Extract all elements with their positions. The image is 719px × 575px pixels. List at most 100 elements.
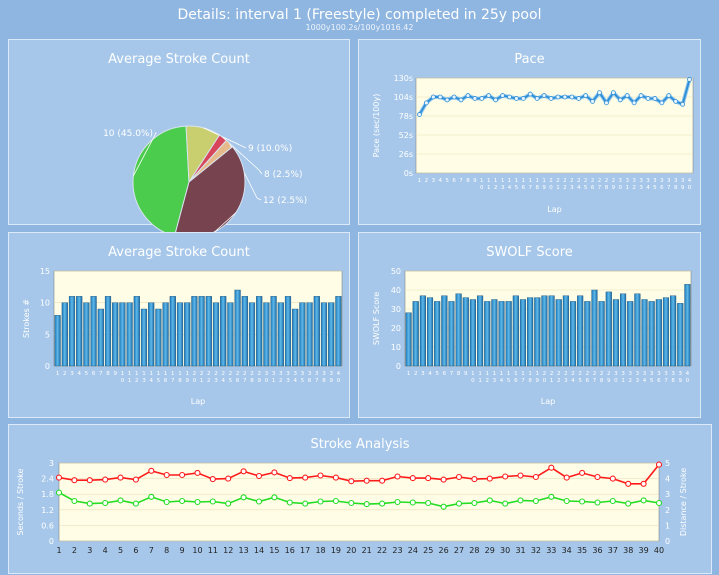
bar bbox=[670, 295, 677, 367]
series-point bbox=[348, 478, 355, 485]
y-tick-label: 10 bbox=[40, 299, 50, 308]
pace-point bbox=[527, 91, 533, 97]
x-tick-label: 4 bbox=[221, 378, 225, 384]
pace-point bbox=[659, 100, 665, 106]
strokes-title: Average Stroke Count bbox=[108, 245, 250, 260]
series-point bbox=[655, 499, 663, 507]
x-tick-label: 2 bbox=[221, 371, 225, 377]
bar bbox=[541, 295, 548, 367]
pie-slice-label: 8 (2.5%) bbox=[264, 170, 302, 180]
pace-point bbox=[555, 94, 561, 100]
x-tick-label: 3 bbox=[265, 371, 269, 377]
x-tick-label: 2 bbox=[557, 371, 561, 377]
x-tick-label: 14 bbox=[254, 546, 264, 555]
x-tick-label: 4 bbox=[646, 185, 650, 191]
x-tick-label: 29 bbox=[485, 546, 495, 555]
x-tick-label: 12 bbox=[223, 546, 233, 555]
bar bbox=[83, 302, 90, 367]
x-tick-label: 6 bbox=[164, 378, 168, 384]
series-point bbox=[332, 497, 339, 505]
series-point bbox=[317, 498, 324, 505]
x-tick-label: 0 bbox=[121, 378, 125, 384]
series-point bbox=[425, 475, 432, 482]
bar bbox=[248, 302, 256, 367]
series-point bbox=[255, 472, 263, 480]
x-tick-label: 3 bbox=[315, 371, 319, 377]
series-point bbox=[563, 497, 570, 505]
series-point bbox=[517, 497, 524, 504]
bar bbox=[441, 295, 448, 367]
y-tick-label: 26s bbox=[399, 150, 413, 159]
x-tick-label: 7 bbox=[459, 178, 463, 184]
series-point bbox=[655, 461, 663, 468]
plot-area bbox=[53, 270, 343, 367]
x-tick-label: 3 bbox=[657, 371, 661, 377]
bar bbox=[176, 302, 184, 367]
x-tick-label: 3 bbox=[619, 178, 623, 184]
x-tick-label: 5 bbox=[507, 378, 511, 384]
pace-point bbox=[507, 94, 512, 100]
x-tick-label: 2 bbox=[578, 371, 582, 377]
x-tick-label: 3 bbox=[493, 378, 497, 384]
x-tick-label: 37 bbox=[608, 546, 618, 555]
series-point bbox=[363, 501, 370, 508]
x-tick-label: 1 bbox=[480, 178, 484, 184]
x-tick-label: 3 bbox=[301, 371, 305, 377]
x-tick-label: 1 bbox=[550, 378, 554, 384]
series-point bbox=[240, 468, 247, 475]
bar bbox=[434, 301, 441, 367]
x-tick-label: 30 bbox=[500, 546, 510, 555]
pace-point bbox=[437, 94, 443, 100]
x-tick-label: 7 bbox=[521, 378, 525, 384]
x-tick-label: 27 bbox=[454, 546, 464, 555]
y-tick-label: 15 bbox=[40, 267, 50, 276]
series-point bbox=[179, 497, 186, 505]
x-tick-label: 2 bbox=[584, 178, 588, 184]
pace-point bbox=[493, 97, 499, 103]
y-left-tick-label: 0 bbox=[49, 537, 54, 546]
series-point bbox=[102, 499, 109, 507]
x-tick-label: 4 bbox=[438, 178, 442, 184]
bar bbox=[484, 301, 491, 367]
x-tick-label: 15 bbox=[269, 546, 279, 555]
x-tick-label: 4 bbox=[571, 378, 575, 384]
page-subtitle: 1000y100.2s/100y1016.42 bbox=[305, 23, 414, 32]
series-point bbox=[86, 477, 93, 484]
bar bbox=[577, 295, 584, 367]
series-point bbox=[471, 499, 478, 507]
pace-line bbox=[418, 79, 691, 116]
x-tick-label: 0 bbox=[688, 185, 692, 191]
x-tick-label: 3 bbox=[650, 371, 654, 377]
series-point bbox=[55, 474, 63, 481]
x-tick-label: 1 bbox=[56, 546, 61, 555]
y-right-tick-label: 1 bbox=[665, 521, 670, 530]
bar bbox=[505, 301, 512, 367]
series-point bbox=[225, 475, 232, 482]
bar bbox=[491, 299, 498, 367]
x-tick-label: 1 bbox=[164, 371, 168, 377]
pace-point bbox=[479, 96, 485, 101]
series-point bbox=[625, 480, 632, 487]
bar bbox=[641, 299, 648, 367]
x-tick-label: 35 bbox=[577, 546, 587, 555]
x-tick-label: 22 bbox=[377, 546, 387, 555]
x-tick-label: 3 bbox=[286, 378, 290, 384]
bar bbox=[97, 308, 104, 367]
x-tick-label: 2 bbox=[628, 378, 632, 384]
x-tick-label: 1 bbox=[471, 371, 475, 377]
pace-point bbox=[417, 112, 422, 117]
bar bbox=[205, 296, 212, 367]
x-tick-label: 1 bbox=[536, 371, 540, 377]
x-tick-label: 6 bbox=[522, 185, 526, 191]
y-axis-title: Strokes # bbox=[22, 299, 31, 338]
pace-point bbox=[548, 96, 554, 101]
pace-point bbox=[458, 97, 464, 103]
series-point bbox=[148, 493, 155, 500]
bar bbox=[148, 302, 155, 367]
series-point bbox=[332, 474, 339, 481]
pace-point bbox=[486, 93, 492, 98]
series-point bbox=[102, 476, 109, 483]
x-tick-label: 2 bbox=[72, 546, 77, 555]
x-tick-label: 0 bbox=[480, 185, 484, 191]
